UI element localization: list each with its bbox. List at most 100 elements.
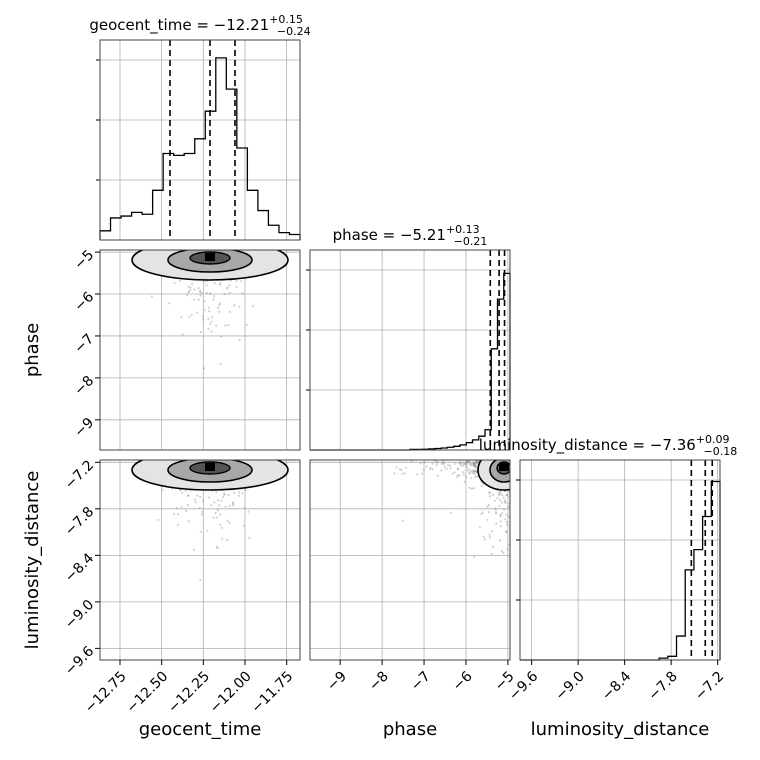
panel-phase-luminosity_distance-density-peak <box>499 463 509 471</box>
panel-phase-luminosity_distance-point-615 <box>401 472 404 475</box>
panel-phase-luminosity_distance-point-506 <box>473 475 477 478</box>
panel-geocent_time-luminosity_distance-point-666 <box>181 491 184 494</box>
panel-geocent_time-luminosity_distance-point-402 <box>233 491 236 494</box>
panel-phase-luminosity_distance-point-582 <box>490 530 494 533</box>
panel-geocent_time-phase-point-30 <box>199 290 202 293</box>
panel-geocent_time-phase-point-534 <box>217 306 220 309</box>
panel-phase-luminosity_distance-point-20 <box>445 467 448 470</box>
panel-phase-luminosity_distance-point-306 <box>468 486 471 489</box>
panel-phase-luminosity_distance-point-885 <box>422 468 425 471</box>
panel-phase-luminosity_distance-point-278 <box>468 472 471 475</box>
panel-geocent_time-luminosity_distance-point-660 <box>216 547 219 550</box>
panel-geocent_time-phase-point-42 <box>209 323 212 326</box>
hist-luminosity_distance <box>520 480 721 661</box>
panel-geocent_time-phase-density-peak <box>205 253 215 261</box>
panel-geocent_time-phase-point-708 <box>187 285 190 288</box>
ytick-label-luminosity_distance-3: −7.8 <box>62 504 97 539</box>
panel-geocent_time-phase-point-624 <box>220 335 223 338</box>
panel-phase-luminosity_distance-point-150 <box>450 511 453 514</box>
panel-phase-luminosity_distance-point-24 <box>488 536 491 539</box>
panel-geocent_time-phase-point-654 <box>210 330 213 333</box>
panel-phase-luminosity_distance-point-366 <box>503 518 507 521</box>
panel-phase-luminosity_distance-point-0 <box>483 538 486 541</box>
panel-phase-luminosity_distance-point-264 <box>498 539 502 542</box>
panel-geocent_time-phase-frame <box>99 249 301 451</box>
panel-geocent_time-luminosity_distance-point-24 <box>244 489 247 492</box>
panel-geocent_time-phase-point-888 <box>210 320 213 323</box>
panel-phase-luminosity_distance-point-585 <box>466 460 469 463</box>
panel-geocent_time-luminosity_distance-point-654 <box>201 510 204 514</box>
ylabel-luminosity_distance: luminosity_distance <box>22 471 43 650</box>
panel-phase-luminosity_distance-point-209 <box>473 461 476 464</box>
panel-geocent_time-luminosity_distance-point-42 <box>224 505 227 508</box>
panel-geocent_time-phase-point-6 <box>224 324 227 327</box>
panel-phase-luminosity_distance-point-456 <box>486 505 489 508</box>
xlabel-geocent_time: geocent_time <box>139 719 262 740</box>
panel-geocent_time-phase-point-222 <box>207 317 210 320</box>
panel-phase-luminosity_distance-point-25 <box>458 474 461 477</box>
panel-phase-luminosity_distance-point-757 <box>474 464 477 467</box>
panel-phase-luminosity_distance-point-55 <box>398 468 401 471</box>
panel-phase-luminosity_distance-point-822 <box>502 496 505 499</box>
panel-phase-luminosity_distance-point-519 <box>473 463 476 466</box>
panel-geocent_time-luminosity_distance-content <box>100 460 300 660</box>
hist-frame-luminosity_distance <box>519 459 721 661</box>
panel-phase-luminosity_distance-point-546 <box>496 497 499 500</box>
xtick-label-phase-1: −8 <box>366 668 392 694</box>
panel-geocent_time-luminosity_distance-point-828 <box>187 503 190 507</box>
panel-phase-luminosity_distance-point-852 <box>500 550 503 553</box>
panel-phase-luminosity_distance-point-870 <box>488 533 491 536</box>
panel-geocent_time-phase-point-414 <box>181 333 184 336</box>
panel-geocent_time-phase-point-234 <box>203 280 206 283</box>
panel-geocent_time-phase-point-864 <box>205 291 208 294</box>
panel-geocent_time-phase-point-150 <box>200 292 203 295</box>
panel-geocent_time-phase-point-840 <box>191 283 194 286</box>
panel-geocent_time-phase-point-786 <box>225 287 229 290</box>
panel-geocent_time-phase-point-732 <box>187 291 190 294</box>
panel-phase-luminosity_distance-point-72 <box>490 552 493 556</box>
panel-phase-luminosity_distance-point-640 <box>460 464 463 467</box>
panel-phase-luminosity_distance-point-220 <box>456 468 459 471</box>
panel-phase-luminosity_distance-point-635 <box>423 461 426 464</box>
panel-geocent_time-phase-point-858 <box>228 284 231 287</box>
panel-geocent_time-luminosity_distance-point-192 <box>187 520 190 523</box>
panel-geocent_time-luminosity_distance-point-6 <box>215 491 218 494</box>
panel-phase-luminosity_distance-point-190 <box>462 471 465 474</box>
panel-phase-luminosity_distance-point-228 <box>499 513 502 517</box>
panel-phase-luminosity_distance-point-560 <box>468 463 471 466</box>
title-minus-geocent_time: −0.24 <box>277 25 311 38</box>
panel-geocent_time-phase-point-306 <box>202 318 205 321</box>
panel-phase-luminosity_distance-point-670 <box>440 469 443 472</box>
panel-phase-luminosity_distance-point-840 <box>489 491 492 494</box>
panel-phase-luminosity_distance-point-720 <box>449 464 452 467</box>
panel-phase-luminosity_distance-point-30 <box>470 487 473 490</box>
panel-phase-luminosity_distance-point-189 <box>474 470 477 473</box>
panel-geocent_time-phase-point-468 <box>207 306 210 309</box>
panel-phase-luminosity_distance-point-450 <box>482 535 485 538</box>
panel-geocent_time-luminosity_distance <box>99 459 301 661</box>
ylabel-phase: phase <box>22 323 43 377</box>
panel-geocent_time-luminosity_distance-point-876 <box>187 494 190 497</box>
panel-phase-luminosity_distance-point-807 <box>475 460 478 463</box>
panel-phase-luminosity_distance-point-798 <box>506 523 509 526</box>
panel-phase-luminosity_distance-point-845 <box>472 463 475 466</box>
panel-geocent_time-luminosity_distance-point-276 <box>212 516 215 519</box>
panel-phase-luminosity_distance-point-672 <box>499 498 502 502</box>
panel-phase-luminosity_distance-point-18 <box>478 525 481 529</box>
panel-phase-luminosity_distance-point-486 <box>504 501 507 504</box>
panel-geocent_time-phase-point-570 <box>218 303 221 306</box>
panel-phase-luminosity_distance-point-205 <box>466 460 469 464</box>
panel-phase-luminosity_distance-point-862 <box>473 462 476 465</box>
panel-geocent_time-luminosity_distance-point-330 <box>226 519 229 523</box>
panel-phase-luminosity_distance-point-265 <box>472 472 475 475</box>
panel-phase-luminosity_distance-point-95 <box>429 466 432 469</box>
panel-phase-luminosity_distance-point-875 <box>463 463 466 466</box>
panel-geocent_time-luminosity_distance-point-864 <box>216 499 219 502</box>
panel-phase-luminosity_distance-point-660 <box>503 508 506 511</box>
panel-phase-luminosity_distance-point-655 <box>476 462 479 465</box>
panel-phase-luminosity_distance-point-690 <box>497 493 500 496</box>
xtick-label-geocent_time-2: −12.25 <box>165 668 213 716</box>
panel-phase-luminosity_distance-point-663 <box>468 468 471 471</box>
panel-geocent_time-phase-point-696 <box>185 294 189 297</box>
